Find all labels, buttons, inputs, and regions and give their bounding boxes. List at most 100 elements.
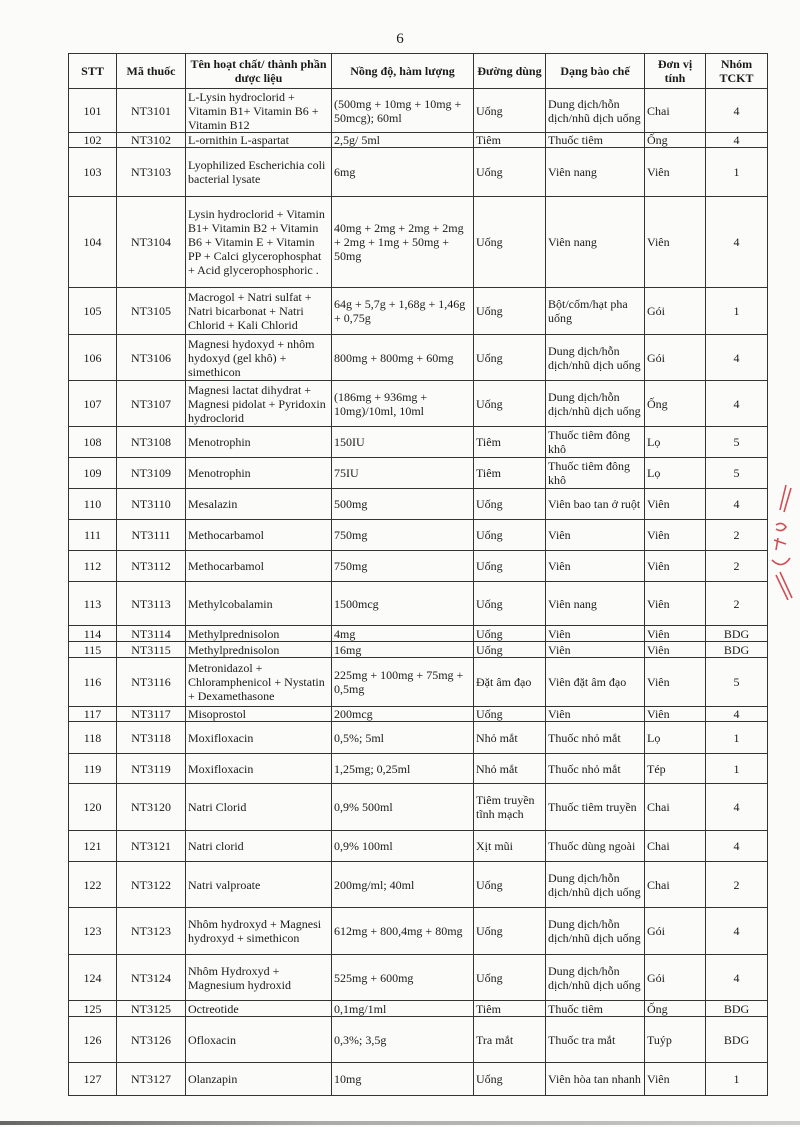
cell-active-ingredient: Moxifloxacin: [185, 753, 332, 784]
cell-drug-code: NT3127: [116, 1062, 186, 1096]
cell-dosage-form: Thuốc tiêm đông khô: [545, 426, 645, 458]
cell-route: Xịt mũi: [473, 830, 546, 862]
cell-strength: 16mg: [331, 641, 474, 658]
cell-group: 4: [705, 706, 768, 722]
cell-strength: 6mg: [331, 147, 474, 197]
cell-route: Đặt âm đạo: [473, 657, 546, 707]
column-header-strength: Nồng độ, hàm lượng: [331, 53, 474, 89]
cell-dosage-form: Viên hòa tan nhanh: [545, 1062, 645, 1096]
cell-route: Uống: [473, 550, 546, 582]
cell-dosage-form: Dung dịch/hỗn dịch/nhũ dịch uống: [545, 88, 645, 133]
cell-unit: Viên: [644, 581, 706, 626]
cell-drug-code: NT3123: [116, 907, 186, 955]
cell-group: 4: [705, 132, 768, 148]
cell-route: Uống: [473, 147, 546, 197]
cell-unit: Lọ: [644, 457, 706, 489]
cell-route: Uống: [473, 1062, 546, 1096]
cell-unit: Viên: [644, 488, 706, 520]
cell-route: Uống: [473, 196, 546, 288]
table-row: 107 NT3107 Magnesi lactat dihydrat + Magne…: [68, 380, 768, 427]
cell-stt: 124: [68, 954, 117, 1001]
cell-active-ingredient: Lyophilized Escherichia coli bacterial l…: [185, 147, 332, 197]
cell-dosage-form: Thuốc tiêm truyền: [545, 783, 645, 831]
cell-route: Tiêm: [473, 132, 546, 148]
cell-drug-code: NT3109: [116, 457, 186, 489]
cell-route: Uống: [473, 380, 546, 427]
cell-drug-code: NT3125: [116, 1000, 186, 1017]
cell-dosage-form: Viên: [545, 706, 645, 722]
cell-group: 1: [705, 753, 768, 784]
cell-strength: 1,25mg; 0,25ml: [331, 753, 474, 784]
cell-group: 4: [705, 196, 768, 288]
cell-active-ingredient: L-ornithin L-aspartat: [185, 132, 332, 148]
cell-active-ingredient: Methylcobalamin: [185, 581, 332, 626]
cell-unit: Tép: [644, 753, 706, 784]
cell-drug-code: NT3114: [116, 625, 186, 642]
cell-unit: Chai: [644, 783, 706, 831]
cell-strength: 1500mcg: [331, 581, 474, 626]
cell-strength: 2,5g/ 5ml: [331, 132, 474, 148]
cell-stt: 110: [68, 488, 117, 520]
cell-active-ingredient: Mesalazin: [185, 488, 332, 520]
cell-strength: 4mg: [331, 625, 474, 642]
scan-edge: [0, 1121, 800, 1125]
cell-unit: Viên: [644, 625, 706, 642]
cell-unit: Chai: [644, 830, 706, 862]
cell-drug-code: NT3121: [116, 830, 186, 862]
cell-drug-code: NT3103: [116, 147, 186, 197]
table-row: 114 NT3114 Methylprednisolon 4mg Uống Viên Viê…: [68, 625, 768, 642]
cell-route: Uống: [473, 519, 546, 551]
cell-dosage-form: Viên: [545, 550, 645, 582]
cell-strength: 40mg + 2mg + 2mg + 2mg + 2mg + 1mg + 50m…: [331, 196, 474, 288]
cell-stt: 113: [68, 581, 117, 626]
cell-group: 1: [705, 287, 768, 335]
cell-dosage-form: Viên bao tan ở ruột: [545, 488, 645, 520]
table-row: 111 NT3111 Methocarbamol 750mg Uống Viên Viên 2: [68, 519, 768, 551]
table-row: 123 NT3123 Nhôm hydroxyd + Magnesi hydroxy…: [68, 907, 768, 955]
cell-unit: Gói: [644, 287, 706, 335]
cell-stt: 112: [68, 550, 117, 582]
cell-group: BDG: [705, 625, 768, 642]
cell-drug-code: NT3117: [116, 706, 186, 722]
cell-group: 4: [705, 488, 768, 520]
table-row: 116 NT3116 Metronidazol + Chloramphenicol …: [68, 657, 768, 707]
cell-drug-code: NT3102: [116, 132, 186, 148]
table-row: 120 NT3120 Natri Clorid 0,9% 500ml Tiêm truy…: [68, 783, 768, 831]
cell-group: 2: [705, 861, 768, 908]
cell-dosage-form: Thuốc tiêm đông khô: [545, 457, 645, 489]
cell-dosage-form: Bột/cốm/hạt pha uống: [545, 287, 645, 335]
cell-group: 1: [705, 721, 768, 754]
cell-unit: Viên: [644, 657, 706, 707]
cell-drug-code: NT3112: [116, 550, 186, 582]
cell-dosage-form: Thuốc tiêm: [545, 132, 645, 148]
cell-group: 4: [705, 907, 768, 955]
cell-drug-code: NT3120: [116, 783, 186, 831]
cell-route: Uống: [473, 861, 546, 908]
cell-stt: 120: [68, 783, 117, 831]
cell-active-ingredient: Methocarbamol: [185, 519, 332, 551]
cell-stt: 117: [68, 706, 117, 722]
cell-group: 4: [705, 88, 768, 133]
cell-stt: 118: [68, 721, 117, 754]
cell-route: Tra mắt: [473, 1016, 546, 1063]
cell-drug-code: NT3111: [116, 519, 186, 551]
cell-stt: 103: [68, 147, 117, 197]
cell-stt: 105: [68, 287, 117, 335]
cell-drug-code: NT3107: [116, 380, 186, 427]
cell-active-ingredient: Metronidazol + Chloramphenicol + Nystati…: [185, 657, 332, 707]
cell-group: BDG: [705, 1000, 768, 1017]
cell-strength: 0,9% 100ml: [331, 830, 474, 862]
cell-stt: 109: [68, 457, 117, 489]
table-row: 127 NT3127 Olanzapin 10mg Uống Viên hòa tan n…: [68, 1062, 768, 1096]
cell-strength: 0,3%; 3,5g: [331, 1016, 474, 1063]
cell-active-ingredient: Natri Clorid: [185, 783, 332, 831]
cell-drug-code: NT3105: [116, 287, 186, 335]
cell-stt: 106: [68, 334, 117, 381]
cell-unit: Tuýp: [644, 1016, 706, 1063]
cell-active-ingredient: Natri clorid: [185, 830, 332, 862]
cell-active-ingredient: Methylprednisolon: [185, 641, 332, 658]
cell-drug-code: NT3113: [116, 581, 186, 626]
cell-dosage-form: Viên: [545, 641, 645, 658]
table-row: 121 NT3121 Natri clorid 0,9% 100ml Xịt mũi Th…: [68, 830, 768, 862]
column-header-route: Đường dùng: [473, 53, 546, 89]
